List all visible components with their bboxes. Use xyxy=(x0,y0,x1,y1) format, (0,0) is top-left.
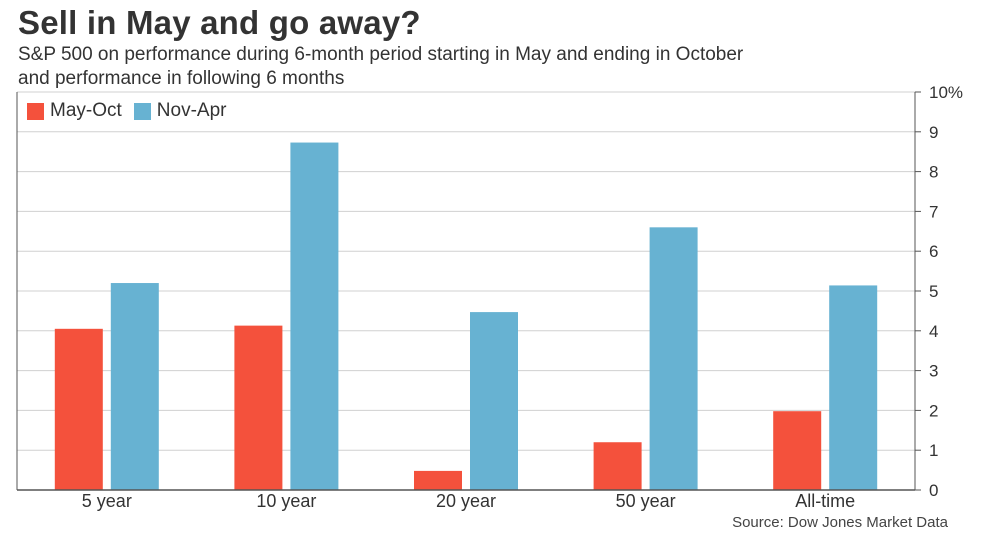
subtitle-line-2: and performance in following 6 months xyxy=(18,68,345,89)
subtitle-line-1: S&P 500 on performance during 6-month pe… xyxy=(18,44,744,65)
legend-item-may-oct: May-Oct xyxy=(27,100,122,122)
bar-nov-apr xyxy=(649,227,698,490)
bar-nov-apr xyxy=(290,142,339,490)
bar-may-oct xyxy=(773,411,822,490)
y-tick-label: 8 xyxy=(929,163,938,182)
y-tick-label: 3 xyxy=(929,362,938,381)
bar-may-oct xyxy=(593,442,642,490)
y-tick-label: 7 xyxy=(929,202,938,221)
legend-label-may-oct: May-Oct xyxy=(50,100,122,121)
legend-item-nov-apr: Nov-Apr xyxy=(133,100,227,122)
y-tick-label: 0 xyxy=(929,481,938,500)
y-tick-label: 2 xyxy=(929,401,938,420)
chart-title: Sell in May and go away? xyxy=(18,4,421,41)
x-category-label: 5 year xyxy=(82,491,132,511)
x-category-label: All-time xyxy=(795,491,855,511)
legend-label-nov-apr: Nov-Apr xyxy=(156,100,227,121)
y-tick-label: 9 xyxy=(929,123,938,142)
source-note: Source: Dow Jones Market Data xyxy=(732,514,948,531)
bar-nov-apr xyxy=(829,285,878,490)
chart-legend: May-Oct Nov-Apr xyxy=(27,100,238,122)
y-tick-label: 6 xyxy=(929,242,938,261)
y-tick-label: 1 xyxy=(929,441,938,460)
bar-nov-apr xyxy=(470,312,518,490)
legend-swatch-nov-apr xyxy=(133,102,151,120)
x-category-label: 50 year xyxy=(616,491,676,511)
bar-may-oct xyxy=(234,325,283,490)
x-category-label: 20 year xyxy=(436,491,496,511)
y-tick-label: 5 xyxy=(929,282,938,301)
bar-nov-apr xyxy=(110,283,159,490)
y-tick-label: 4 xyxy=(929,322,938,341)
y-tick-label: 10% xyxy=(929,83,963,102)
legend-swatch-may-oct xyxy=(27,102,44,120)
x-category-label: 10 year xyxy=(256,491,316,511)
bar-may-oct xyxy=(414,470,462,490)
bar-may-oct xyxy=(54,328,103,490)
chart-subtitle: S&P 500 on performance during 6-month pe… xyxy=(18,43,743,91)
